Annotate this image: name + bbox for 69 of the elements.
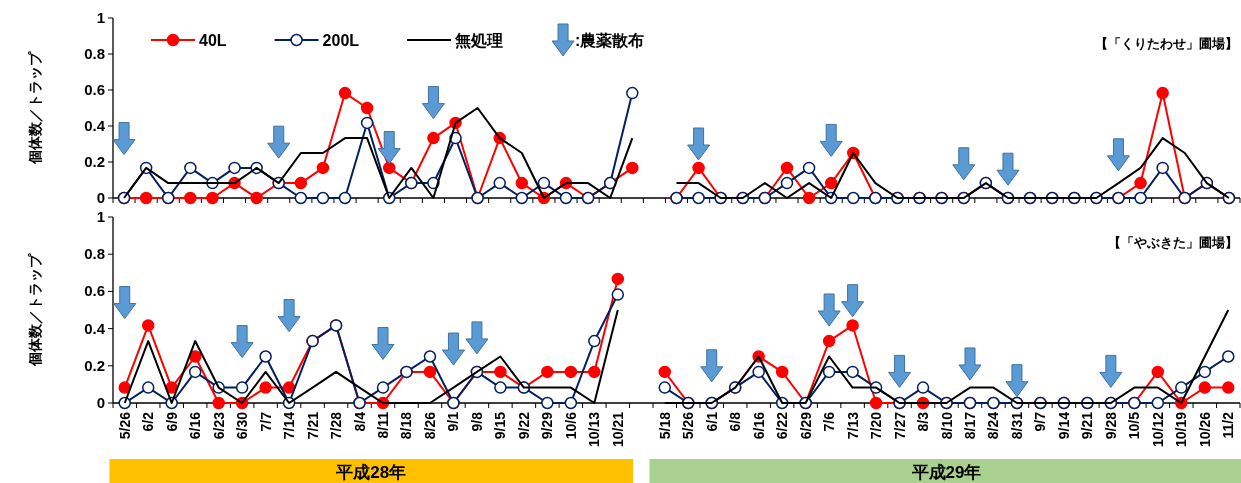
x-tick-label: 8/18 bbox=[398, 411, 415, 440]
x-tick-label: 10/12 bbox=[1149, 411, 1166, 448]
x-tick-label: 7/13 bbox=[844, 411, 861, 440]
y-tick-label: 0.4 bbox=[84, 117, 106, 134]
x-tick-label: 6/1 bbox=[703, 411, 720, 432]
y-tick-label: 0.2 bbox=[84, 356, 105, 374]
x-tick-label: 7/27 bbox=[891, 411, 908, 440]
legend-label: 無処理 bbox=[454, 32, 504, 50]
y-axis-title: 個体数／トラップ bbox=[27, 51, 43, 165]
x-tick-label: 8/17 bbox=[961, 411, 978, 440]
y-tick-label: 0 bbox=[96, 189, 105, 206]
y-tick-label: 0.8 bbox=[84, 245, 105, 263]
x-tick-label: 10/19 bbox=[1173, 411, 1190, 448]
x-tick-label: 9/22 bbox=[515, 411, 532, 440]
x-tick-label: 9/28 bbox=[1102, 411, 1119, 440]
x-tick-label: 8/26 bbox=[421, 411, 438, 440]
x-tick-label: 9/15 bbox=[492, 411, 509, 440]
x-tick-label: 6/16 bbox=[750, 411, 767, 440]
x-tick-label: 8/11 bbox=[375, 411, 392, 439]
x-tick-label: 8/24 bbox=[985, 411, 1002, 440]
x-tick-label: 9/7 bbox=[1032, 411, 1049, 432]
x-tick-label: 7/6 bbox=[821, 411, 838, 432]
text: 平成28年 bbox=[335, 463, 407, 482]
legend-label: 200L bbox=[322, 32, 360, 49]
x-tick-label: 11/2 bbox=[1220, 411, 1237, 439]
x-tick-label: 5/18 bbox=[656, 411, 673, 440]
x-tick-label: 5/26 bbox=[680, 411, 697, 440]
x-tick-label: 9/1 bbox=[445, 411, 462, 432]
x-tick-label: 7/7 bbox=[257, 411, 274, 432]
x-tick-label: 9/21 bbox=[1079, 411, 1096, 440]
y-tick-label: 0.6 bbox=[84, 282, 105, 300]
y-tick-label: 0.2 bbox=[84, 153, 105, 170]
legend-label: 40L bbox=[199, 32, 227, 49]
x-tick-label: 8/10 bbox=[938, 411, 955, 440]
x-tick-label: 6/8 bbox=[727, 411, 744, 432]
x-tick-label: 10/21 bbox=[609, 411, 626, 448]
x-tick-label: 9/8 bbox=[468, 411, 485, 432]
x-tick-label: 9/14 bbox=[1055, 411, 1072, 440]
x-tick-label: 6/30 bbox=[234, 411, 251, 440]
x-tick-label: 7/21 bbox=[304, 411, 321, 440]
x-tick-label: 8/31 bbox=[1008, 411, 1025, 440]
x-tick-label: 10/5 bbox=[1126, 411, 1143, 440]
x-tick-label: 8/4 bbox=[351, 411, 368, 432]
y-axis-title: 個体数／トラップ bbox=[27, 253, 43, 367]
legend-label: :農薬散布 bbox=[575, 32, 645, 49]
y-tick-label: 1 bbox=[96, 208, 105, 225]
x-tick-label: 7/20 bbox=[868, 411, 885, 440]
text: 平成29年 bbox=[910, 463, 982, 482]
x-tick-label: 6/23 bbox=[210, 411, 227, 440]
annotation: 【「くりたわせ」圃場】 bbox=[1095, 36, 1238, 51]
x-tick-label: 6/16 bbox=[187, 411, 204, 440]
x-tick-label: 7/28 bbox=[328, 411, 345, 440]
x-tick-label: 6/9 bbox=[163, 411, 180, 432]
y-tick-label: 1 bbox=[96, 9, 105, 26]
x-tick-label: 10/6 bbox=[562, 411, 579, 440]
x-tick-label: 9/29 bbox=[539, 411, 556, 440]
x-tick-label: 6/29 bbox=[797, 411, 814, 440]
x-tick-label: 10/13 bbox=[586, 411, 603, 448]
y-tick-label: 0.4 bbox=[84, 319, 106, 337]
y-tick-label: 0.6 bbox=[84, 81, 105, 98]
x-tick-label: 10/26 bbox=[1196, 411, 1213, 448]
annotation: 【「やぶきた」圃場】 bbox=[1108, 235, 1238, 250]
x-tick-label: 8/3 bbox=[915, 411, 932, 432]
x-tick-label: 6/2 bbox=[140, 411, 157, 432]
x-tick-label: 6/22 bbox=[774, 411, 791, 440]
y-tick-label: 0.8 bbox=[84, 45, 105, 62]
y-tick-label: 0 bbox=[96, 394, 105, 411]
x-tick-label: 7/14 bbox=[281, 411, 298, 440]
x-tick-label: 5/26 bbox=[116, 411, 133, 440]
